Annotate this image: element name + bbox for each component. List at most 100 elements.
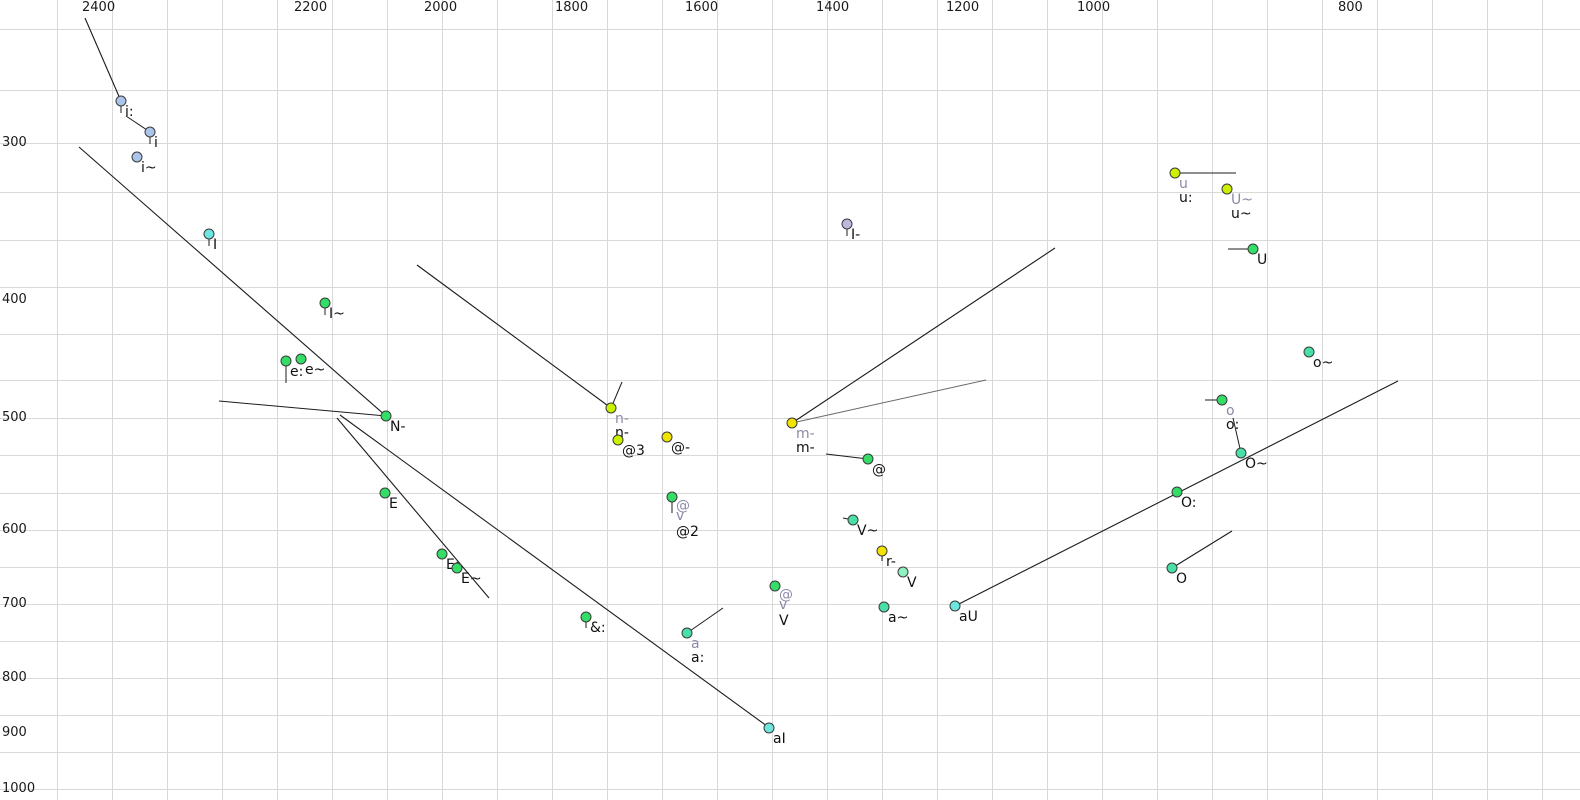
vowel-data-point[interactable] bbox=[661, 431, 673, 443]
gridline-vertical bbox=[112, 0, 113, 800]
gridline-horizontal bbox=[0, 334, 1580, 335]
gridline-vertical bbox=[937, 0, 938, 800]
vowel-point-ghost-label: u bbox=[1179, 176, 1188, 192]
y-axis-tick-label: 900 bbox=[2, 725, 27, 740]
point-stem bbox=[846, 224, 848, 236]
vowel-point-label: a~ bbox=[888, 610, 909, 626]
vowel-point-label: o: bbox=[1226, 417, 1240, 433]
gridline-vertical bbox=[772, 0, 773, 800]
gridline-vertical bbox=[662, 0, 663, 800]
vowel-point-label: aU bbox=[959, 609, 978, 625]
gridline-vertical bbox=[387, 0, 388, 800]
traj-aI bbox=[339, 414, 772, 730]
vowel-data-point[interactable] bbox=[605, 402, 617, 414]
vowel-data-point[interactable] bbox=[847, 514, 859, 526]
traj-Ot bbox=[1232, 417, 1242, 454]
gridline-vertical bbox=[57, 0, 58, 800]
gridline-horizontal bbox=[0, 240, 1580, 241]
vowel-data-point[interactable] bbox=[763, 722, 775, 734]
gridline-horizontal bbox=[0, 567, 1580, 568]
gridline-horizontal bbox=[0, 678, 1580, 679]
gridline-vertical bbox=[1267, 0, 1268, 800]
vowel-data-point[interactable] bbox=[1166, 562, 1178, 574]
vowel-data-point[interactable] bbox=[1169, 167, 1181, 179]
vowel-point-label: u~ bbox=[1231, 206, 1252, 222]
traj-at bbox=[825, 453, 869, 460]
vowel-data-point[interactable] bbox=[897, 566, 909, 578]
vowel-point-ghost-label: n- bbox=[615, 411, 629, 427]
vowel-data-point[interactable] bbox=[1171, 486, 1183, 498]
gridline-vertical bbox=[607, 0, 608, 800]
vowel-data-point[interactable] bbox=[319, 297, 331, 309]
vowel-data-point[interactable] bbox=[1235, 447, 1247, 459]
x-axis-tick-label: 1200 bbox=[946, 0, 980, 15]
vowel-point-label: E bbox=[389, 496, 398, 512]
vowel-data-point[interactable] bbox=[876, 545, 888, 557]
gridline-horizontal bbox=[0, 530, 1580, 531]
vowel-data-point[interactable] bbox=[841, 218, 853, 230]
vowel-point-label: O bbox=[1176, 571, 1188, 587]
x-axis-tick-label: 2000 bbox=[424, 0, 458, 15]
gridline-vertical bbox=[717, 0, 718, 800]
gridline-vertical bbox=[442, 0, 443, 800]
vowel-data-point[interactable] bbox=[666, 491, 678, 503]
vowel-point-label: i bbox=[154, 135, 158, 151]
vowel-point-label: @2 bbox=[676, 524, 699, 540]
gridline-vertical bbox=[1102, 0, 1103, 800]
vowel-data-point[interactable] bbox=[612, 434, 624, 446]
gridline-vertical bbox=[1377, 0, 1378, 800]
y-axis-tick-label: 800 bbox=[2, 670, 27, 685]
traj-O bbox=[1171, 530, 1233, 569]
vowel-point-label: E~ bbox=[461, 571, 482, 587]
x-axis-tick-label: 1400 bbox=[816, 0, 850, 15]
gridline-vertical bbox=[1542, 0, 1543, 800]
vowel-point-label: o~ bbox=[1313, 355, 1334, 371]
point-stem bbox=[208, 234, 210, 246]
traj-m-up bbox=[791, 247, 1056, 424]
vowel-data-point[interactable] bbox=[681, 627, 693, 639]
vowel-point-label: I bbox=[213, 237, 218, 253]
vowel-data-point[interactable] bbox=[295, 353, 307, 365]
vowel-data-point[interactable] bbox=[786, 417, 798, 429]
gridline-vertical bbox=[167, 0, 168, 800]
vowel-data-point[interactable] bbox=[580, 611, 592, 623]
vowel-data-point[interactable] bbox=[131, 151, 143, 163]
vowel-point-ghost-label: m- bbox=[796, 426, 815, 442]
vowel-data-point[interactable] bbox=[1303, 346, 1315, 358]
vowel-data-point[interactable] bbox=[380, 410, 392, 422]
gridline-vertical bbox=[497, 0, 498, 800]
vowel-data-point[interactable] bbox=[949, 600, 961, 612]
gridline-vertical bbox=[552, 0, 553, 800]
vowel-data-point[interactable] bbox=[280, 355, 292, 367]
gridline-vertical bbox=[222, 0, 223, 800]
point-stem bbox=[149, 132, 151, 144]
gridline-vertical bbox=[992, 0, 993, 800]
point-stem bbox=[671, 497, 673, 513]
vowel-data-point[interactable] bbox=[203, 228, 215, 240]
vowel-data-point[interactable] bbox=[144, 126, 156, 138]
vowel-data-point[interactable] bbox=[862, 453, 874, 465]
vowel-point-label: u: bbox=[1179, 190, 1193, 206]
gridline-vertical bbox=[1322, 0, 1323, 800]
vowel-data-point[interactable] bbox=[451, 562, 463, 574]
vowel-data-point[interactable] bbox=[1221, 183, 1233, 195]
vowel-point-label: @ bbox=[872, 462, 886, 478]
vowel-point-label: O~ bbox=[1245, 456, 1268, 472]
vowel-data-point[interactable] bbox=[379, 487, 391, 499]
vowel-point-label: r- bbox=[886, 554, 896, 570]
gridline-horizontal bbox=[0, 29, 1580, 30]
vowel-point-label: U bbox=[1257, 252, 1268, 268]
gridline-horizontal bbox=[0, 287, 1580, 288]
vowel-point-label: e~ bbox=[305, 362, 326, 378]
vowel-point-ghost-label: a bbox=[691, 636, 700, 652]
vowel-point-label: V bbox=[779, 613, 789, 629]
vowel-data-point[interactable] bbox=[878, 601, 890, 613]
vowel-data-point[interactable] bbox=[1247, 243, 1259, 255]
x-axis-tick-label: 2200 bbox=[294, 0, 328, 15]
vowel-data-point[interactable] bbox=[1216, 394, 1228, 406]
vowel-data-point[interactable] bbox=[115, 95, 127, 107]
vowel-data-point[interactable] bbox=[769, 580, 781, 592]
gridline-horizontal bbox=[0, 789, 1580, 790]
vowel-data-point[interactable] bbox=[436, 548, 448, 560]
